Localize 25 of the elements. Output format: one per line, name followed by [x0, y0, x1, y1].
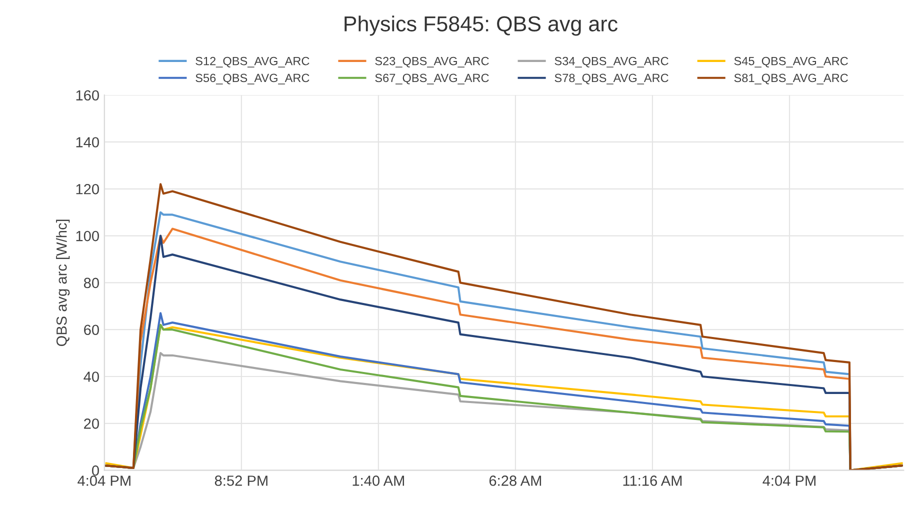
x-tick-label: 4:04 PM	[762, 476, 816, 486]
y-tick-label: 0	[92, 465, 99, 476]
legend-label: S23_QBS_AVG_ARC	[375, 56, 489, 68]
x-tick-label: 6:28 AM	[489, 476, 542, 486]
legend-label: S81_QBS_AVG_ARC	[734, 74, 848, 84]
y-tick-label: 60	[84, 324, 99, 336]
y-tick-label: 140	[76, 137, 99, 148]
legend-label: S45_QBS_AVG_ARC	[734, 56, 848, 68]
y-axis-title: QBS avg arc [W/hc]	[56, 220, 70, 346]
x-tick-label: 4:04 PM	[78, 476, 130, 486]
legend-label: S56_QBS_AVG_ARC	[196, 74, 310, 84]
y-tick-label: 20	[84, 418, 99, 429]
y-tick-label: 40	[84, 372, 99, 382]
y-tick-label: 120	[76, 184, 99, 194]
legend-label: S78_QBS_AVG_ARC	[554, 74, 668, 84]
legend-label: S12_QBS_AVG_ARC	[196, 56, 310, 68]
x-tick-label: 1:40 AM	[352, 476, 404, 486]
chart-title: Physics F5845: QBS avg arc	[344, 16, 618, 36]
x-tick-label: 11:16 AM	[623, 476, 682, 486]
legend-label: S34_QBS_AVG_ARC	[554, 56, 668, 68]
legend-label: S67_QBS_AVG_ARC	[375, 74, 489, 84]
y-tick-label: 80	[84, 278, 99, 288]
x-tick-label: 8:52 PM	[214, 476, 268, 486]
y-tick-label: 160	[76, 90, 99, 101]
y-tick-label: 100	[76, 230, 99, 242]
